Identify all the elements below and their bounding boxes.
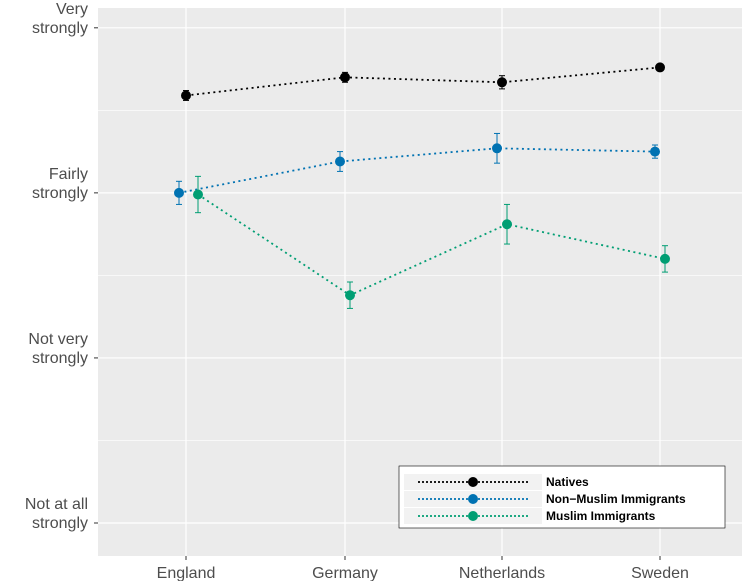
legend-label: Non−Muslim Immigrants bbox=[546, 492, 686, 506]
series-1 bbox=[174, 132, 660, 205]
data-point bbox=[181, 90, 191, 101]
y-tick-label: Very strongly bbox=[32, 1, 88, 37]
series-line bbox=[197, 193, 666, 297]
x-axis: England Germany Netherlands Sweden bbox=[157, 556, 689, 581]
data-point bbox=[345, 290, 355, 301]
y-tick-label: Not at all strongly bbox=[25, 496, 88, 532]
series-line bbox=[178, 147, 656, 194]
data-point bbox=[335, 156, 345, 167]
legend-key-marker bbox=[468, 477, 478, 487]
x-tick-label: England bbox=[157, 565, 216, 581]
legend-key-marker bbox=[468, 494, 478, 504]
data-point bbox=[502, 219, 512, 230]
data-point bbox=[340, 72, 350, 83]
series-0 bbox=[181, 62, 665, 101]
data-point bbox=[660, 253, 670, 264]
data-point bbox=[174, 187, 184, 198]
legend-label: Muslim Immigrants bbox=[546, 509, 656, 523]
y-tick-label: Not very strongly bbox=[28, 331, 88, 367]
data-point bbox=[655, 62, 665, 73]
y-tick-label: Fairly strongly bbox=[32, 166, 88, 202]
data-point bbox=[193, 189, 203, 200]
x-tick-label: Sweden bbox=[631, 565, 689, 581]
series-2 bbox=[193, 175, 670, 309]
legend-key-marker bbox=[468, 511, 478, 521]
x-tick-label: Germany bbox=[312, 565, 378, 581]
data-point bbox=[492, 143, 502, 154]
data-point bbox=[497, 77, 507, 88]
x-tick-label: Netherlands bbox=[459, 565, 545, 581]
series-layer bbox=[174, 62, 670, 309]
legend: Natives Non−Muslim Immigrants Muslim Immig… bbox=[398, 465, 726, 529]
legend-label: Natives bbox=[546, 475, 589, 489]
y-axis: Not at all strongly Not very strongly Fairly… bbox=[25, 1, 98, 532]
series-line bbox=[185, 66, 661, 97]
plot-panel bbox=[98, 8, 742, 556]
data-point bbox=[650, 146, 660, 157]
